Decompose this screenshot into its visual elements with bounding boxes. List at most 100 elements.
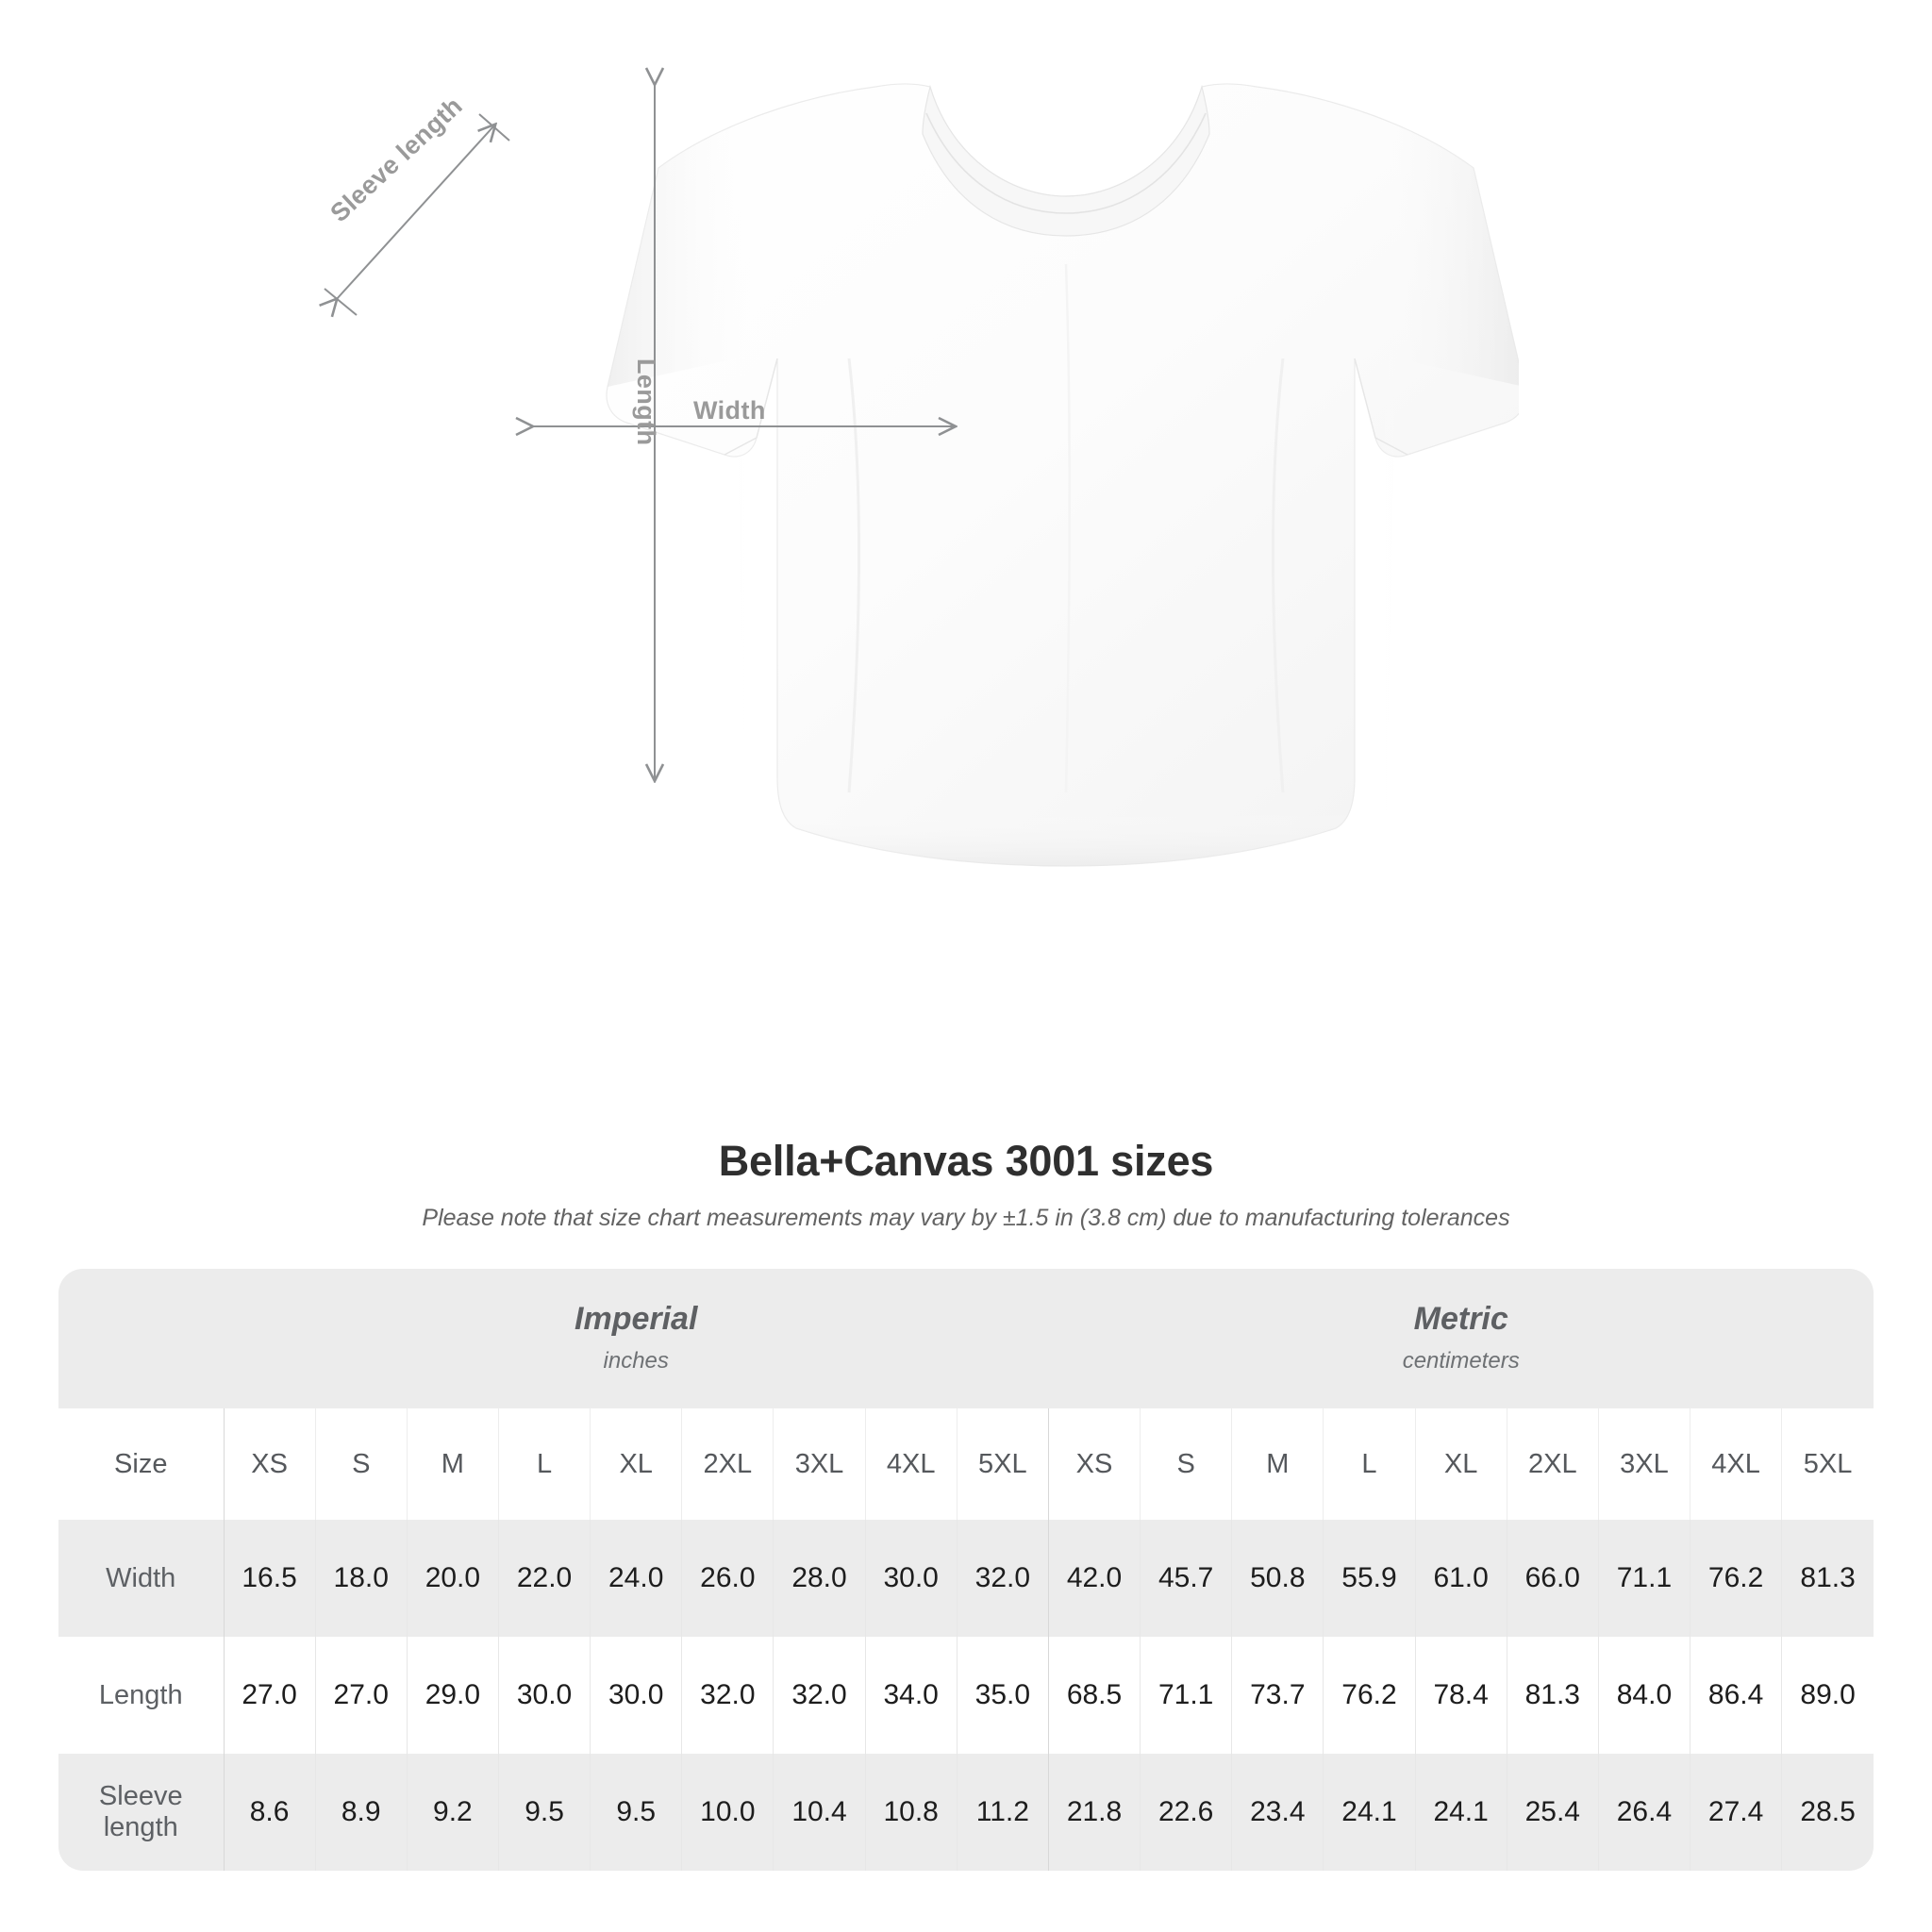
size-header-metric-5xl: 5XL [1781, 1408, 1874, 1520]
sleeve-tick-bottom [324, 288, 358, 316]
cell-length-imperial-2xl: 32.0 [681, 1637, 774, 1754]
cell-sleeve-length-metric-xl: 24.1 [1415, 1754, 1507, 1871]
cell-length-metric-xs: 68.5 [1048, 1637, 1141, 1754]
measurement-arrows-overlay [0, 0, 1932, 1118]
cell-sleeve-length-metric-l: 24.1 [1323, 1754, 1416, 1871]
cell-length-metric-s: 71.1 [1140, 1637, 1233, 1754]
cell-length-imperial-l: 30.0 [498, 1637, 591, 1754]
cell-sleeve-length-metric-2xl: 25.4 [1507, 1754, 1599, 1871]
cell-length-imperial-s: 27.0 [315, 1637, 408, 1754]
cell-length-metric-4xl: 86.4 [1690, 1637, 1783, 1754]
cell-sleeve-length-imperial-l: 9.5 [498, 1754, 591, 1871]
length-label: Length [632, 358, 660, 446]
cell-sleeve-length-imperial-xl: 9.5 [590, 1754, 683, 1871]
tolerance-note: Please note that size chart measurements… [422, 1205, 1510, 1231]
cell-length-metric-2xl: 81.3 [1507, 1637, 1599, 1754]
cell-width-metric-xs: 42.0 [1048, 1520, 1141, 1637]
cell-width-imperial-l: 22.0 [498, 1520, 591, 1637]
cell-length-metric-5xl: 89.0 [1781, 1637, 1874, 1754]
cell-width-metric-xl: 61.0 [1415, 1520, 1507, 1637]
shirt-shading-left [608, 87, 896, 828]
size-header-imperial-s: S [315, 1408, 408, 1520]
cell-width-imperial-s: 18.0 [315, 1520, 408, 1637]
cell-sleeve-length-imperial-s: 8.9 [315, 1754, 408, 1871]
cell-length-imperial-xl: 30.0 [590, 1637, 683, 1754]
fabric-fold-3 [1064, 263, 1072, 793]
unit-name: Metric [1413, 1301, 1508, 1337]
sleeve-hem-left [724, 358, 778, 456]
cell-length-metric-xl: 78.4 [1415, 1637, 1507, 1754]
cell-width-imperial-xs: 16.5 [224, 1520, 316, 1637]
row-label-width: Width [58, 1520, 225, 1637]
size-chart-table: Imperial inches Metric centimeters Size XS S M L… [58, 1269, 1874, 1871]
fabric-fold-2 [1271, 358, 1285, 793]
cell-sleeve-length-imperial-3xl: 10.4 [773, 1754, 866, 1871]
size-header-imperial-l: L [498, 1408, 591, 1520]
size-header-imperial-3xl: 3XL [773, 1408, 866, 1520]
cell-length-imperial-5xl: 35.0 [957, 1637, 1049, 1754]
size-header-metric-l: L [1323, 1408, 1416, 1520]
size-header-imperial-5xl: 5XL [957, 1408, 1049, 1520]
cell-width-imperial-3xl: 28.0 [773, 1520, 866, 1637]
table-row: Width 16.5 18.0 20.0 22.0 24.0 26.0 28.0 30.0 32.… [58, 1520, 1874, 1637]
table-row: Sleeve length 8.6 8.9 9.2 9.5 9.5 10.0 10.4 10.8… [58, 1754, 1874, 1871]
cell-width-metric-l: 55.9 [1323, 1520, 1416, 1637]
cell-sleeve-length-imperial-5xl: 11.2 [957, 1754, 1049, 1871]
size-column-label: Size [58, 1408, 225, 1520]
size-header-metric-m: M [1231, 1408, 1324, 1520]
unit-header-imperial: Imperial inches [224, 1269, 1049, 1408]
unit-subtitle: inches [603, 1348, 669, 1374]
cell-width-imperial-xl: 24.0 [590, 1520, 683, 1637]
sleeve-length-arrow [336, 125, 494, 300]
row-label-length: Length [58, 1637, 225, 1754]
product-diagram-area: Sleeve length Length Width [0, 0, 1932, 1118]
cell-length-metric-m: 73.7 [1231, 1637, 1324, 1754]
table-row: Length 27.0 27.0 29.0 30.0 30.0 32.0 32.0 34.0 35… [58, 1637, 1874, 1754]
sleeve-hem-right [1354, 358, 1408, 456]
chart-title-block: Bella+Canvas 3001 sizes Please note that… [0, 1137, 1932, 1232]
width-label: Width [693, 396, 766, 425]
cell-sleeve-length-imperial-2xl: 10.0 [681, 1754, 774, 1871]
size-header-metric-s: S [1140, 1408, 1233, 1520]
unit-header-spacer [58, 1269, 224, 1408]
cell-sleeve-length-metric-5xl: 28.5 [1781, 1754, 1874, 1871]
cell-width-imperial-5xl: 32.0 [957, 1520, 1049, 1637]
cell-width-imperial-m: 20.0 [407, 1520, 499, 1637]
size-header-imperial-4xl: 4XL [865, 1408, 958, 1520]
cell-length-metric-3xl: 84.0 [1598, 1637, 1691, 1754]
fabric-fold-1 [847, 358, 861, 793]
page-title: Bella+Canvas 3001 sizes [718, 1137, 1214, 1185]
cell-length-imperial-xs: 27.0 [224, 1637, 316, 1754]
cell-width-imperial-2xl: 26.0 [681, 1520, 774, 1637]
unit-name: Imperial [575, 1301, 698, 1337]
shirt-shading-right [1236, 87, 1519, 828]
size-chart-container: Imperial inches Metric centimeters Size XS S M L… [58, 1269, 1874, 1871]
cell-width-metric-2xl: 66.0 [1507, 1520, 1599, 1637]
cell-sleeve-length-metric-4xl: 27.4 [1690, 1754, 1783, 1871]
size-header-metric-xl: XL [1415, 1408, 1507, 1520]
tshirt-product-image [606, 83, 1519, 867]
size-header-metric-2xl: 2XL [1507, 1408, 1599, 1520]
size-header-imperial-m: M [407, 1408, 499, 1520]
size-header-metric-xs: XS [1048, 1408, 1141, 1520]
cell-sleeve-length-metric-s: 22.6 [1140, 1754, 1233, 1871]
cell-length-imperial-3xl: 32.0 [773, 1637, 866, 1754]
cell-sleeve-length-imperial-4xl: 10.8 [865, 1754, 958, 1871]
size-header-imperial-2xl: 2XL [681, 1408, 774, 1520]
cell-sleeve-length-metric-m: 23.4 [1231, 1754, 1324, 1871]
cell-sleeve-length-imperial-m: 9.2 [407, 1754, 499, 1871]
size-header-metric-4xl: 4XL [1690, 1408, 1783, 1520]
cell-sleeve-length-metric-3xl: 26.4 [1598, 1754, 1691, 1871]
shirt-collar [922, 84, 1210, 237]
size-header-row: Size XS S M L XL 2XL 3XL 4XL 5XL XS S M L XL 2XL 3XL 4XL 5… [58, 1408, 1874, 1520]
size-header-metric-3xl: 3XL [1598, 1408, 1691, 1520]
cell-width-imperial-4xl: 30.0 [865, 1520, 958, 1637]
unit-header-metric: Metric centimeters [1048, 1269, 1874, 1408]
cell-width-metric-s: 45.7 [1140, 1520, 1233, 1637]
row-label-sleeve-length: Sleeve length [58, 1754, 225, 1871]
shirt-shading-bottom [777, 726, 1355, 866]
cell-length-metric-l: 76.2 [1323, 1637, 1416, 1754]
cell-length-imperial-m: 29.0 [407, 1637, 499, 1754]
cell-sleeve-length-imperial-xs: 8.6 [224, 1754, 316, 1871]
unit-header-row: Imperial inches Metric centimeters [58, 1269, 1874, 1408]
